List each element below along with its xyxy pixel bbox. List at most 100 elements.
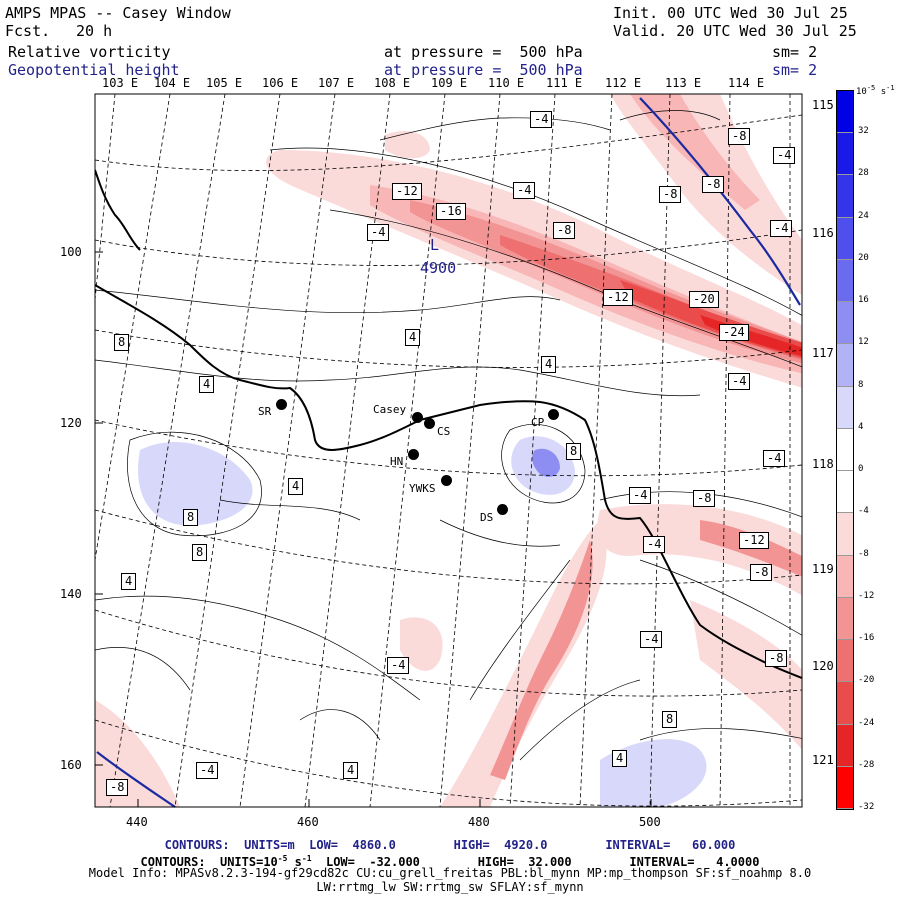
footer-model-info: Model Info: MPASv8.2.3-194-gf29cd82c CU:… <box>88 866 812 880</box>
station-label: CS <box>437 425 451 438</box>
contour-label: -12 <box>603 289 633 306</box>
vorticity-shading <box>95 94 802 807</box>
colorbar-swatch <box>837 386 853 429</box>
station-marker <box>497 504 508 515</box>
colorbar-label: 12 <box>858 337 869 348</box>
lon-label: 109 E <box>431 76 468 90</box>
field-name-height: Geopotential height <box>8 61 180 79</box>
colorbar-swatch <box>837 555 853 598</box>
contour-label: -8 <box>702 176 725 193</box>
contour-label: 4 <box>288 478 304 495</box>
colorbar-unit: 10-5 s-1 <box>856 84 895 97</box>
colorbar-label: -32 <box>858 802 875 812</box>
colorbar-label: -24 <box>858 717 875 728</box>
station-marker <box>424 418 435 429</box>
contour-label: -4 <box>629 487 652 504</box>
contour-label: -4 <box>728 373 751 390</box>
valid-time: Valid. 20 UTC Wed 30 Jul 25 <box>613 22 857 40</box>
init-time: Init. 00 UTC Wed 30 Jul 25 <box>613 4 848 22</box>
station-marker <box>276 399 287 410</box>
contour-label: -8 <box>750 564 773 581</box>
contour-label: 4 <box>612 750 628 767</box>
station-marker <box>408 449 419 460</box>
contour-label: -8 <box>765 650 788 667</box>
colorbar-label: 28 <box>858 168 869 179</box>
axis-ticks <box>95 251 652 807</box>
coastline <box>95 169 802 679</box>
colorbar-label: 0 <box>858 464 864 475</box>
contour-label: 4 <box>541 356 557 373</box>
y-tick-label: 120 <box>60 416 82 430</box>
lon-label: 114 E <box>728 76 765 90</box>
colorbar-swatch <box>837 259 853 303</box>
lon-label: 113 E <box>665 76 702 90</box>
contour-label: -8 <box>553 222 576 239</box>
contour-label: -4 <box>773 147 796 164</box>
map-title: AMPS MPAS -- Casey Window <box>5 4 231 22</box>
colorbar-label: 32 <box>858 126 869 137</box>
colorbar-label: -12 <box>858 590 875 601</box>
height-contours <box>96 97 801 808</box>
lon-label: 103 E <box>102 76 139 90</box>
lon-label: 106 E <box>262 76 299 90</box>
lon-label: 108 E <box>374 76 411 90</box>
y-tick-label: 160 <box>60 758 82 772</box>
colorbar-swatch <box>837 91 853 134</box>
contour-label: 4 <box>121 573 137 590</box>
colorbar-swatch <box>837 302 853 345</box>
contour-label: -4 <box>763 450 786 467</box>
colorbar-label: 20 <box>858 252 869 263</box>
colorbar-swatch <box>837 471 853 514</box>
contour-label: -4 <box>530 111 553 128</box>
x-tick-label: 460 <box>297 815 319 829</box>
lon-label: 107 E <box>318 76 355 90</box>
station-label: SR <box>258 405 272 418</box>
colorbar-swatch <box>837 682 853 725</box>
contour-label: -4 <box>196 762 219 779</box>
field-smooth-vorticity: sm= 2 <box>772 43 818 61</box>
contour-label: -4 <box>770 220 793 237</box>
colorbar-label: -28 <box>858 759 875 770</box>
colorbar-label: 16 <box>858 295 869 306</box>
colorbar-swatch <box>837 428 853 472</box>
field-smooth-height: sm= 2 <box>772 61 818 79</box>
colorbar-swatch <box>837 513 853 556</box>
lon-label: 105 E <box>206 76 243 90</box>
contour-label: 8 <box>183 509 199 526</box>
colorbar-swatch <box>837 133 853 176</box>
field-pressure-vorticity: at pressure = 500 hPa <box>384 43 583 61</box>
y-tick-label: 100 <box>60 245 82 259</box>
station-marker <box>548 409 559 420</box>
station-label: HN <box>390 455 404 468</box>
graticule <box>95 94 802 807</box>
colorbar-swatch <box>837 597 853 641</box>
lon-label: 104 E <box>154 76 191 90</box>
field-pressure-height: at pressure = 500 hPa <box>384 61 583 79</box>
station-marker <box>441 475 452 486</box>
x-tick-label: 440 <box>126 815 148 829</box>
colorbar-swatch <box>837 344 853 387</box>
contour-label: -8 <box>106 779 129 796</box>
contour-label: -4 <box>643 536 666 553</box>
low-marker-letter: L <box>430 236 440 254</box>
contour-label: 8 <box>192 544 208 561</box>
footer-height-contours: CONTOURS: UNITS=m LOW= 4860.0 HIGH= 4920… <box>164 838 736 852</box>
contour-label: -8 <box>659 186 682 203</box>
contour-label: -12 <box>739 532 769 549</box>
colorbar-label: -8 <box>858 548 869 559</box>
station-label: CP <box>531 416 545 429</box>
contour-label: -8 <box>728 128 751 145</box>
station-marker <box>412 412 423 423</box>
colorbar-label: 4 <box>858 421 864 432</box>
colorbar-label: 8 <box>858 379 864 390</box>
contour-label: -24 <box>719 324 749 341</box>
lon-label: 112 E <box>605 76 642 90</box>
footer-model-info-2: LW:rrtmg_lw SW:rrtmg_sw SFLAY:sf_mynn <box>316 880 584 894</box>
forecast-hour: 20 h <box>76 22 113 40</box>
colorbar-swatch <box>837 175 853 218</box>
colorbar-label: 24 <box>858 210 869 221</box>
forecast-label: Fcst. <box>5 22 51 40</box>
contour-label: -12 <box>392 183 422 200</box>
contour-label: 8 <box>566 443 582 460</box>
